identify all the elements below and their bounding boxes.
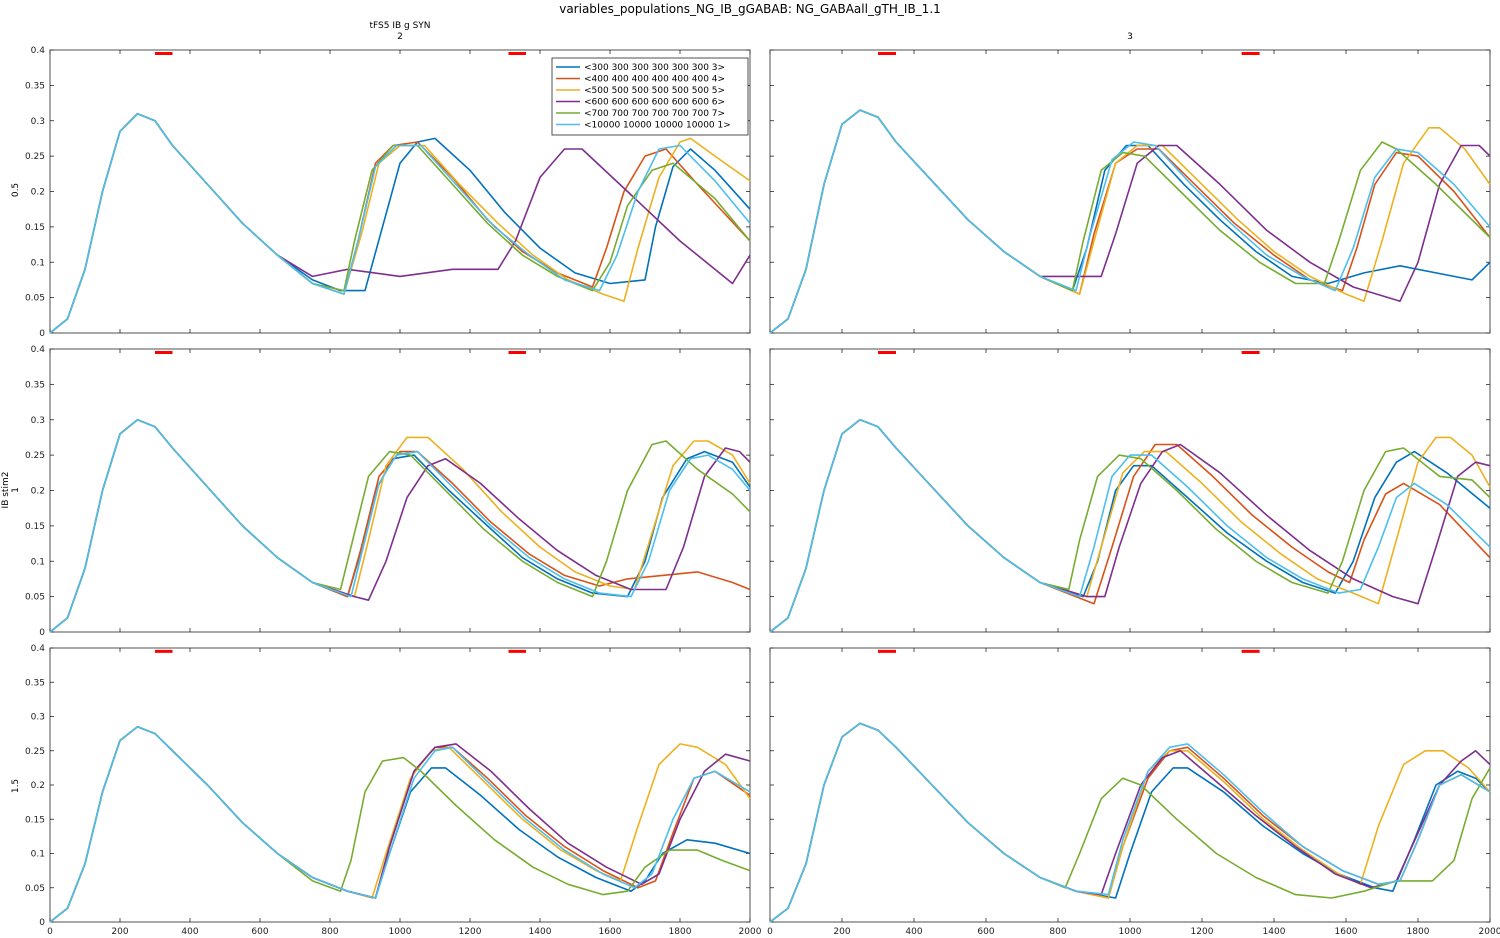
y-tick-label: 0.25 xyxy=(25,747,45,757)
legend-entry: <500 500 500 500 500 500 5> xyxy=(584,86,725,96)
y-tick-label: 0.35 xyxy=(25,678,45,688)
panel-2-1: 0 0.05 0.1 0.15 0.2 0.25 0.3 0.35 0.4 xyxy=(25,345,751,638)
x-tick-label: 200 xyxy=(833,927,850,937)
y-tick-label: 0.2 xyxy=(31,188,45,198)
row-label-1: 0.5 xyxy=(11,183,21,197)
series-line-5 xyxy=(769,419,1491,633)
series-line-5 xyxy=(769,109,1491,334)
x-tick-label: 0 xyxy=(767,927,773,937)
x-tick-label: 2000 xyxy=(739,927,762,937)
panel-3-2: 0 200 400 600 800 1000 1200 1400 1600 1800 2000 xyxy=(767,647,1500,937)
legend-entry: <600 600 600 600 600 600 6> xyxy=(584,98,725,108)
series-line-6 xyxy=(769,419,1491,633)
x-tick-label: 1600 xyxy=(599,927,622,937)
y-tick-label: 0.4 xyxy=(31,644,46,654)
y-tick-label: 0.2 xyxy=(31,781,45,791)
series-line-3 xyxy=(769,419,1491,633)
series-line-4 xyxy=(769,109,1491,334)
column-label-2: 3 xyxy=(1127,32,1133,42)
series-line-2 xyxy=(769,419,1491,633)
axis-box xyxy=(769,647,1491,923)
y-tick-label: 0.4 xyxy=(31,46,46,56)
x-tick-label: 1000 xyxy=(1119,927,1142,937)
series-line-3 xyxy=(49,112,751,334)
x-tick-label: 1800 xyxy=(669,927,692,937)
y-tick-label: 0.15 xyxy=(25,815,45,825)
series-line-1 xyxy=(769,109,1491,334)
x-tick-label: 1000 xyxy=(389,927,412,937)
y-tick-label: 0.3 xyxy=(31,117,45,127)
legend-entry: <300 300 300 300 300 300 3> xyxy=(584,63,725,73)
series-line-2 xyxy=(49,419,751,633)
panel-2-2 xyxy=(769,348,1491,633)
x-tick-label: 1400 xyxy=(1263,927,1286,937)
x-tick-label: 1600 xyxy=(1335,927,1358,937)
series-line-4 xyxy=(769,419,1491,633)
x-tick-label: 400 xyxy=(181,927,198,937)
series-line-6 xyxy=(49,112,751,334)
x-tick-label: 0 xyxy=(47,927,53,937)
x-tick-label: 800 xyxy=(1049,927,1066,937)
y-tick-label: 0.15 xyxy=(25,522,45,532)
y-tick-label: 0.1 xyxy=(31,557,45,567)
x-tick-label: 2000 xyxy=(1479,927,1500,937)
legend-entry: <700 700 700 700 700 700 7> xyxy=(584,109,725,119)
column-label-1: 2 xyxy=(397,32,403,42)
panel-1-1: 0 0.05 0.1 0.15 0.2 0.25 0.3 0.35 0.4 xyxy=(25,46,751,339)
legend-box xyxy=(551,57,749,136)
x-tick-label: 1400 xyxy=(529,927,552,937)
x-tick-label: 1200 xyxy=(1191,927,1214,937)
y-tick-label: 0.25 xyxy=(25,451,45,461)
y-tick-label: 0 xyxy=(39,329,45,339)
panel-1-2 xyxy=(769,49,1491,334)
y-tick-label: 0.1 xyxy=(31,258,45,268)
x-tick-label: 1200 xyxy=(459,927,482,937)
y-tick-label: 0.4 xyxy=(31,345,46,355)
series-line-6 xyxy=(769,722,1491,923)
y-tick-label: 0.3 xyxy=(31,416,45,426)
y-tick-label: 0.1 xyxy=(31,850,45,860)
y-tick-label: 0.05 xyxy=(25,294,45,304)
row-label-2: 1 xyxy=(11,487,21,493)
series-line-3 xyxy=(769,722,1491,923)
y-tick-label: 0.05 xyxy=(25,884,45,894)
figure-title: variables_populations_NG_IB_gGABAB: NG_G… xyxy=(559,2,941,16)
y-tick-label: 0.05 xyxy=(25,593,45,603)
x-tick-label: 800 xyxy=(321,927,338,937)
axis-box xyxy=(769,49,1491,334)
y-tick-label: 0.35 xyxy=(25,81,45,91)
x-tick-label: 600 xyxy=(977,927,994,937)
series-line-2 xyxy=(769,109,1491,334)
series-line-6 xyxy=(769,109,1491,334)
series-line-1 xyxy=(769,419,1491,633)
y-tick-label: 0 xyxy=(39,628,45,638)
y-tick-label: 0.3 xyxy=(31,713,45,723)
x-tick-label: 600 xyxy=(251,927,268,937)
x-tick-label: 1800 xyxy=(1407,927,1430,937)
y-tick-label: 0.15 xyxy=(25,223,45,233)
series-line-1 xyxy=(49,726,751,923)
series-line-6 xyxy=(49,726,751,923)
y-tick-label: 0.25 xyxy=(25,152,45,162)
x-tick-label: 200 xyxy=(111,927,128,937)
legend: <300 300 300 300 300 300 3> <400 400 400 … xyxy=(551,57,749,136)
row-header-title: IB stim2 xyxy=(1,472,11,509)
y-tick-label: 0.2 xyxy=(31,487,45,497)
column-header-title: tFS5 IB g SYN xyxy=(369,21,430,31)
panel-3-1: 0 200 400 600 800 1000 1200 1400 1600 1800 2000 0 0.… xyxy=(25,644,762,937)
y-tick-label: 0 xyxy=(39,918,45,928)
x-tick-label: 400 xyxy=(905,927,922,937)
series-line-3 xyxy=(769,109,1491,334)
legend-entry: <400 400 400 400 400 400 4> xyxy=(584,75,725,85)
y-tick-label: 0.35 xyxy=(25,380,45,390)
legend-entry: <10000 10000 10000 10000 1> xyxy=(584,121,731,131)
series-line-6 xyxy=(49,419,751,633)
panel-grid: 0 0.05 0.1 0.15 0.2 0.25 0.3 0.35 0.4 0 0.05 0.1 0.1… xyxy=(25,46,1500,937)
row-label-3: 1.5 xyxy=(11,779,21,793)
